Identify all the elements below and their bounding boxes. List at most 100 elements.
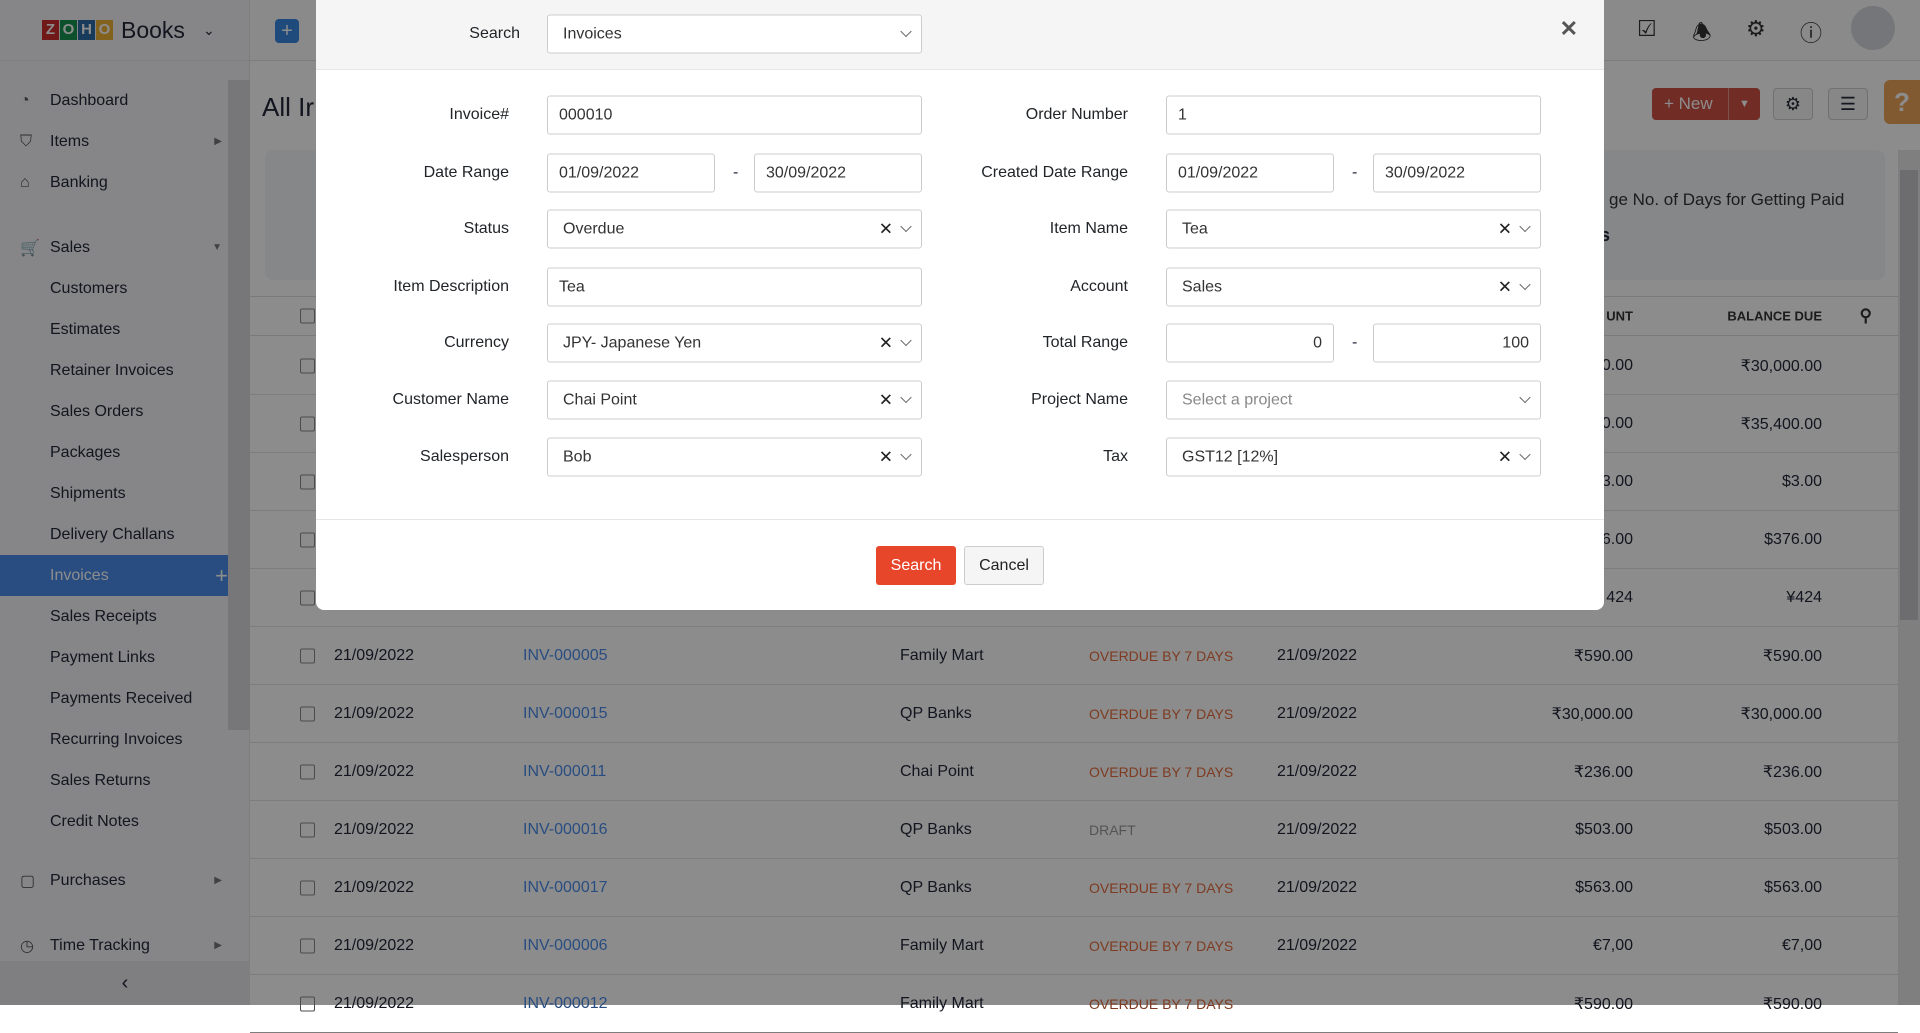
sidebar-item-credit-notes[interactable]: Credit Notes [0,801,228,842]
header-balance-due[interactable]: BALANCE DUE [1727,308,1822,324]
invoice-number-link[interactable]: INV-000012 [523,994,608,1012]
clear-icon[interactable]: ✕ [878,447,893,466]
help-icon[interactable]: ⓘ [1800,21,1823,46]
row-checkbox[interactable] [300,532,315,547]
table-row[interactable]: 21/09/2022 INV-000016 QP Banks DRAFT 21/09/2… [250,801,1898,859]
invoice-number-link[interactable]: INV-000017 [523,878,608,896]
sidebar-item-time-tracking[interactable]: ◷ Time Tracking ▶ [0,925,228,966]
chevron-down-icon[interactable]: ⌄ [202,21,215,38]
avatar[interactable] [1851,6,1895,50]
clear-icon[interactable]: ✕ [878,219,893,238]
clear-icon[interactable]: ✕ [878,333,893,352]
invoice-number-link[interactable]: INV-000016 [523,820,608,838]
row-checkbox[interactable] [300,822,315,837]
sidebar-scrollbar[interactable] [228,80,250,730]
checklist-icon[interactable]: ☑ [1637,16,1657,41]
item-description-input[interactable]: Tea [547,267,922,307]
menu-button[interactable]: ☰ [1828,88,1868,120]
sidebar-item-customers[interactable]: Customers [0,268,228,309]
sidebar-item-sales[interactable]: 🛒 Sales ▼ [0,227,228,268]
caret-down-icon[interactable]: ▼ [1728,88,1760,120]
created-from-input[interactable]: 01/09/2022 [1166,153,1334,193]
sidebar-item-packages[interactable]: Packages [0,432,228,473]
cancel-button[interactable]: Cancel [964,546,1044,585]
table-row[interactable]: 21/09/2022 INV-000011 Chai Point OVERDUE BY… [250,743,1898,801]
close-icon[interactable]: ✕ [1559,16,1578,41]
total-from-input[interactable]: 0 [1166,323,1334,363]
sidebar-item-sales-orders[interactable]: Sales Orders [0,391,228,432]
quick-create-button[interactable]: + [275,19,299,43]
sidebar-item-sales-receipts[interactable]: Sales Receipts [0,596,228,637]
invoice-number-link[interactable]: INV-000006 [523,936,608,954]
row-checkbox[interactable] [300,416,315,431]
row-checkbox[interactable] [300,996,315,1011]
row-checkbox[interactable] [300,358,315,373]
clear-icon[interactable]: ✕ [1497,447,1512,466]
row-checkbox[interactable] [300,764,315,779]
search-icon[interactable]: ⚲ [1859,306,1872,325]
balance-due: ₹236.00 [1762,763,1822,781]
sidebar-item-recurring-invoices[interactable]: Recurring Invoices [0,719,228,760]
search-type-select[interactable]: Invoices [547,14,922,54]
table-row[interactable]: 21/09/2022 INV-000006 Family Mart OVERDUE B… [250,917,1898,975]
status-select[interactable]: Overdue ✕ [547,209,922,249]
date-to-input[interactable]: 30/09/2022 [754,153,922,193]
row-checkbox[interactable] [300,474,315,489]
order-number-input[interactable]: 1 [1166,95,1541,135]
help-button[interactable]: ? [1884,80,1920,124]
invoice-number-link[interactable]: INV-000011 [523,762,607,780]
sidebar-item-payments-received[interactable]: Payments Received [0,678,228,719]
invoice-number-link[interactable]: INV-000005 [523,646,608,664]
currency-select[interactable]: JPY- Japanese Yen ✕ [547,323,922,363]
account-select[interactable]: Sales ✕ [1166,267,1541,307]
chevron-left-icon: ‹ [121,971,129,994]
gear-icon[interactable]: ⚙ [1746,16,1766,41]
sidebar-item-dashboard[interactable]: ◔ Dashboard [0,80,228,121]
table-row[interactable]: 21/09/2022 INV-000005 Family Mart OVERDUE B… [250,627,1898,685]
settings-button[interactable]: ⚙ [1773,88,1813,120]
sidebar-item-banking[interactable]: ⌂ Banking [0,162,228,203]
header-amount[interactable]: UNT [1606,308,1633,324]
row-checkbox[interactable] [300,648,315,663]
salesperson-select[interactable]: Bob ✕ [547,437,922,477]
invoice-number-input[interactable]: 000010 [547,95,922,135]
table-row[interactable]: 424 ¥424 [250,569,1898,627]
table-row[interactable]: 21/09/2022 INV-000012 Family Mart OVERDUE B… [250,975,1898,1033]
select-all-checkbox[interactable] [300,308,315,324]
item-name-select[interactable]: Tea ✕ [1166,209,1541,249]
sidebar-item-estimates[interactable]: Estimates [0,309,228,350]
row-checkbox[interactable] [300,590,315,605]
invoice-number-link[interactable]: INV-000015 [523,704,608,722]
clear-icon[interactable]: ✕ [878,390,893,409]
sidebar-item-payment-links[interactable]: Payment Links [0,637,228,678]
table-row[interactable]: 21/09/2022 INV-000017 QP Banks OVERDUE BY 7… [250,859,1898,917]
project-name-select[interactable]: Select a project [1166,380,1541,420]
clear-icon[interactable]: ✕ [1497,219,1512,238]
search-button[interactable]: Search [876,546,956,585]
created-to-input[interactable]: 30/09/2022 [1373,153,1541,193]
page-scrollbar[interactable] [1898,150,1920,1005]
sidebar-item-items[interactable]: ⛉ Items ▶ [0,121,228,162]
row-checkbox[interactable] [300,938,315,953]
row-checkbox[interactable] [300,706,315,721]
sidebar-item-shipments[interactable]: Shipments [0,473,228,514]
collapse-sidebar-button[interactable]: ‹ [0,961,250,1005]
table-row[interactable]: 21/09/2022 INV-000015 QP Banks OVERDUE BY 7… [250,685,1898,743]
clear-icon[interactable]: ✕ [1497,277,1512,296]
date-from-input[interactable]: 01/09/2022 [547,153,715,193]
sidebar-item-delivery-challans[interactable]: Delivery Challans [0,514,228,555]
customer-name-select[interactable]: Chai Point ✕ [547,380,922,420]
scrollbar-thumb[interactable] [1900,170,1918,620]
new-invoice-button[interactable]: + New ▼ [1652,88,1760,120]
sidebar-item-purchases[interactable]: ▢ Purchases ▶ [0,860,228,901]
add-invoice-icon[interactable]: + [215,562,228,588]
row-checkbox[interactable] [300,880,315,895]
total-to-input[interactable]: 100 [1373,323,1541,363]
bell-icon[interactable]: 🕭 [1692,20,1712,45]
tax-select[interactable]: GST12 [12%] ✕ [1166,437,1541,477]
card-value: s [1600,225,1611,245]
sidebar-item-sales-returns[interactable]: Sales Returns [0,760,228,801]
sidebar-item-invoices[interactable]: Invoices + [0,555,228,596]
sidebar-item-retainer-invoices[interactable]: Retainer Invoices [0,350,228,391]
